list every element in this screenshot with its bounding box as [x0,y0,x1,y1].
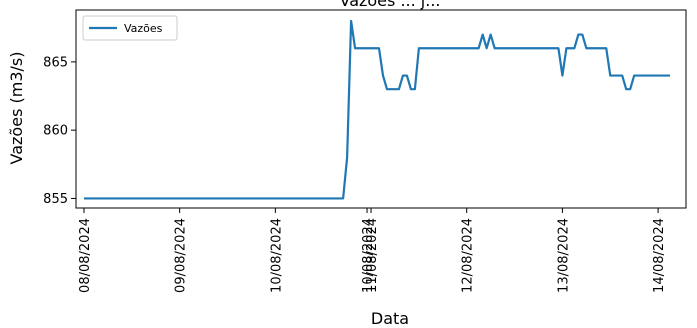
x-tick-label: 08/08/2024 [78,218,93,293]
x-tick-label: 11/08/2024 [365,218,380,293]
x-tick-label: 10/08/2024 [269,218,284,293]
legend-box [82,15,178,41]
x-tick-label: 13/08/2024 [556,218,571,293]
y-tick-label: 860 [43,124,68,139]
x-tick-label: 14/08/2024 [652,218,667,293]
plot-frame [75,9,687,209]
x-tick-label: 09/08/2024 [174,218,189,293]
y-tick-label: 855 [43,192,68,207]
x-tick-label: 12/08/2024 [461,218,476,293]
legend-entry-label: Vazões [124,22,163,35]
chart-title: Vazões ... j... [339,0,440,10]
legend: Vazões [82,15,178,41]
y-axis-label: Vazões (m3/s) [7,52,26,165]
x-axis-label: Data [371,309,409,328]
x-tick-label: 10/08/2024 [361,218,376,293]
series-line-vazoes [83,19,671,200]
y-tick-label: 865 [43,55,68,70]
series-lines [83,19,671,200]
